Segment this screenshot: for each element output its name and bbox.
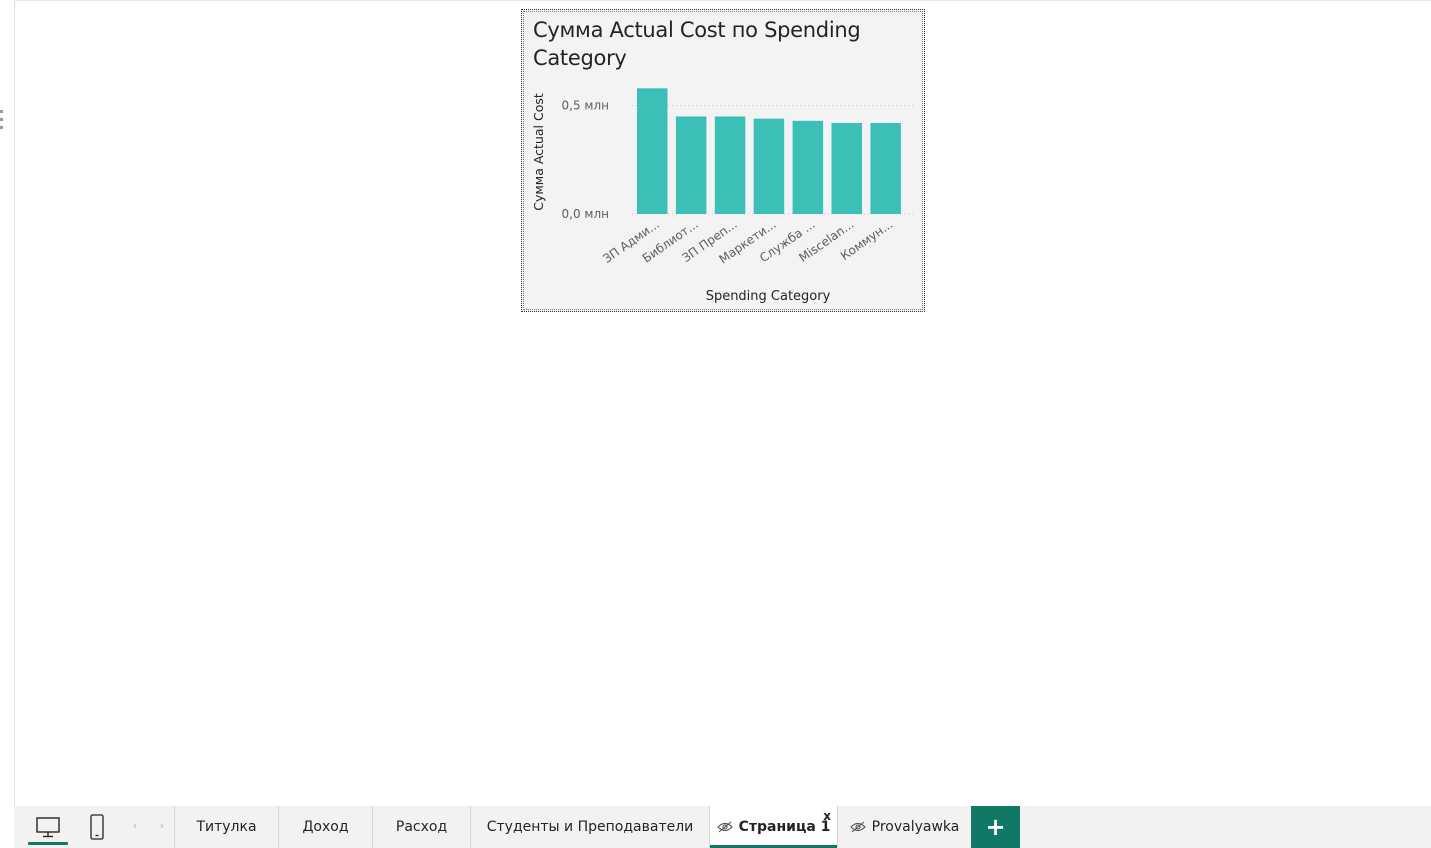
visual-title: Сумма Actual Cost по Spending Category — [533, 18, 861, 70]
filters-pane-collapsed[interactable] — [0, 0, 15, 806]
plus-icon: + — [985, 813, 1006, 841]
tab-label: Расход — [395, 819, 448, 835]
bar[interactable] — [637, 88, 668, 214]
y-tick-label: 0,5 млн — [562, 99, 609, 113]
hidden-page-icon — [716, 821, 733, 833]
close-tab-icon[interactable]: x — [823, 809, 831, 823]
tab-page-1[interactable]: Страница 1 x — [709, 806, 837, 848]
tab-label: Provalyawka — [871, 819, 960, 835]
next-page-arrow-icon[interactable]: › — [159, 819, 165, 832]
bar-chart-visual[interactable]: Сумма Actual Cost по Spending Category 0… — [521, 9, 925, 312]
y-axis-title: Сумма Actual Cost — [531, 93, 546, 211]
bar[interactable] — [792, 120, 824, 214]
bars — [637, 88, 901, 214]
y-tick-label: 0,0 млн — [562, 207, 609, 221]
tab-titulka[interactable]: Титулка — [174, 806, 278, 848]
bar[interactable] — [714, 116, 746, 215]
tab-provalyawka[interactable]: Provalyawka — [837, 806, 971, 848]
tab-rashod[interactable]: Расход — [372, 806, 470, 848]
tab-label: Титулка — [196, 819, 257, 835]
mobile-view-button[interactable] — [77, 806, 117, 848]
add-page-button[interactable]: + — [971, 806, 1020, 848]
page-tab-bar: ‹ › Титулка Доход Расход Студенты и Преп… — [14, 806, 1431, 848]
desktop-view-button[interactable] — [28, 806, 68, 848]
bar[interactable] — [753, 118, 785, 214]
desktop-icon — [36, 817, 60, 838]
x-tick-labels: ЗП Адми...Библиот...ЗП Преп...Маркети...… — [600, 217, 895, 266]
canvas-top-border — [14, 0, 1431, 1]
tab-students-teachers[interactable]: Студенты и Преподаватели — [470, 806, 709, 848]
tab-dohod[interactable]: Доход — [278, 806, 372, 848]
hidden-page-icon — [849, 821, 866, 833]
y-tick-labels: 0,0 млн 0,5 млн — [562, 99, 609, 221]
pane-grip-icon[interactable] — [0, 110, 3, 132]
x-axis-title: Spending Category — [706, 289, 831, 304]
bar[interactable] — [870, 123, 901, 214]
chart-canvas: 0,0 млн 0,5 млн ЗП Адми...Библиот...ЗП Пр… — [531, 88, 914, 304]
tab-label: Студенты и Преподаватели — [486, 819, 694, 835]
tab-label: Страница 1 — [738, 819, 831, 835]
prev-page-arrow-icon[interactable]: ‹ — [132, 819, 138, 832]
tab-label: Доход — [302, 819, 349, 835]
mobile-icon — [90, 814, 104, 840]
bar[interactable] — [831, 123, 863, 214]
bar[interactable] — [675, 116, 707, 215]
